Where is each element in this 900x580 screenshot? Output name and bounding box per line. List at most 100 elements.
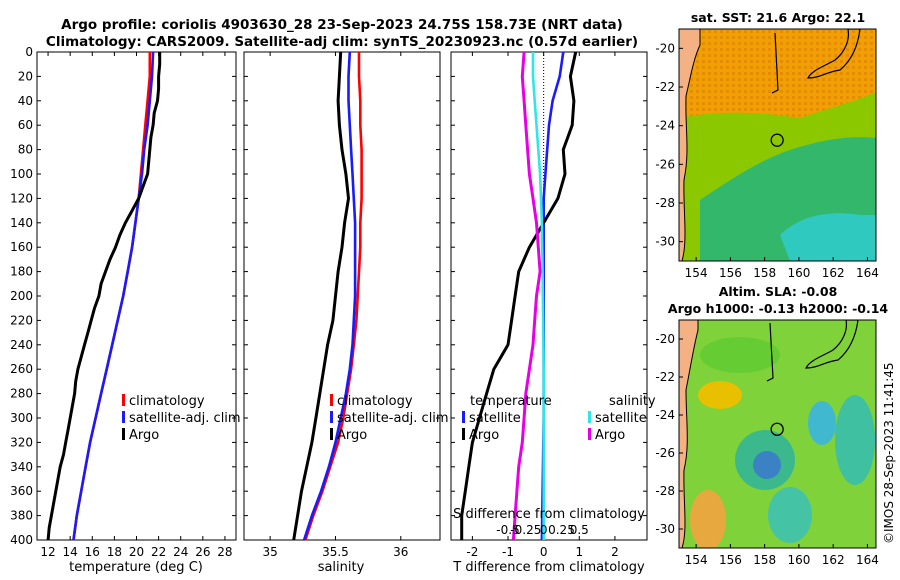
temperature-y-ticks: 0 20 40 60 80 100 120 140 160 180 200 220 240 260 280 3…: [10, 45, 236, 547]
legend-label-argo: Argo: [129, 428, 159, 443]
y-tick-label: 0: [25, 45, 33, 59]
legend-title-salinity: salinity: [609, 394, 656, 409]
salinity-axes-frame: [243, 51, 441, 541]
map-x-tick-label: 158: [753, 553, 776, 567]
legend-swatch-argo: [330, 428, 333, 440]
y-tick-label: 100: [10, 167, 33, 181]
y-tick-label: 200: [10, 289, 33, 303]
map-y-tick-label: -24: [655, 119, 675, 133]
legend-swatch-sal-argo: [588, 428, 591, 440]
y-tick-label: 140: [10, 216, 33, 230]
series-line-satellite-adj.-clim: [72, 51, 155, 541]
x-tick-label: 26: [195, 545, 210, 559]
series-line-satellite-adj.-clim: [302, 51, 357, 541]
y-tick-label: 20: [18, 69, 33, 83]
map-x-tick-label: 154: [685, 266, 708, 280]
map-x-tick-label: 164: [856, 266, 879, 280]
sla-map-title-line2: Argo h1000: -0.13 h2000: -0.14: [668, 301, 889, 316]
x-tick-label: 35: [262, 545, 277, 559]
legend-label-satellite: satellite-adj. clim: [337, 411, 449, 426]
legend-swatch-sal-satellite: [588, 411, 591, 423]
y-tick-label: 40: [18, 94, 33, 108]
legend-title-temperature: temperature: [470, 394, 552, 409]
x-tick-label: 36: [393, 545, 408, 559]
top-x-tick-label: -0.5: [496, 523, 519, 537]
sla-field-high-south: [690, 490, 726, 548]
salinity-panel: 35 35.5 36 salinity climatology satellite-…: [243, 51, 449, 575]
map-x-tick-label: 156: [719, 266, 742, 280]
map-y-tick-label: -22: [655, 80, 675, 94]
x-tick-label: 2: [611, 545, 619, 559]
series-line-climatology: [304, 52, 363, 541]
salinity-y-ticks: [244, 51, 440, 541]
map-y-tick-label: -24: [655, 408, 675, 422]
difference-legend: temperature satellite Argo salinity sate…: [462, 394, 656, 443]
sla-map-field: [679, 320, 876, 548]
y-tick-label: 360: [10, 484, 33, 498]
y-tick-label: 60: [18, 118, 33, 132]
map-y-tick-label: -20: [655, 332, 675, 346]
sla-field-low-center: [808, 401, 836, 445]
difference-y-ticks: [451, 51, 647, 541]
temperature-series: [46, 51, 162, 541]
sla-field-low-south: [768, 487, 812, 543]
map-y-tick-label: -28: [655, 484, 675, 498]
legend-label-climatology: climatology: [337, 394, 413, 409]
map-y-tick-label: -30: [655, 522, 675, 536]
difference-panel: -2 -1 0 1 2 T difference from climatology S …: [450, 51, 656, 575]
sla-field-lowest-core: [753, 451, 781, 479]
legend-swatch-temp-argo: [462, 428, 465, 440]
legend-swatch-climatology: [122, 394, 125, 406]
legend-label-temp-satellite: satellite: [469, 411, 521, 426]
y-tick-label: 240: [10, 338, 33, 352]
x-tick-label: 14: [63, 545, 78, 559]
top-x-tick-label: 0.5: [570, 523, 589, 537]
temperature-x-label: temperature (deg C): [69, 560, 203, 575]
sst-map-panel: sat. SST: 21.6 Argo: 22.1 154 156 158 160 16…: [655, 10, 878, 280]
legend-label-temp-argo: Argo: [469, 428, 499, 443]
sst-coast-reef: [771, 32, 779, 94]
sst-map-title: sat. SST: 21.6 Argo: 22.1: [691, 10, 865, 25]
y-tick-label: 380: [10, 509, 33, 523]
sla-field-blob: [700, 337, 780, 373]
salinity-x-ticks: 35 35.5 36: [262, 52, 408, 559]
legend-swatch-satellite: [330, 411, 333, 423]
y-tick-label: 120: [10, 191, 33, 205]
y-tick-label: 340: [10, 460, 33, 474]
y-tick-label: 260: [10, 362, 33, 376]
map-y-tick-label: -30: [655, 235, 675, 249]
sla-field-low-east: [835, 395, 875, 485]
top-x-tick-label: 0.25: [548, 523, 575, 537]
temperature-axes-frame: [36, 51, 237, 541]
map-y-tick-label: -22: [655, 370, 675, 384]
series-line-argo: [292, 51, 350, 541]
sla-coast-reef: [766, 322, 774, 382]
x-tick-label: 28: [217, 545, 232, 559]
legend-label-argo: Argo: [337, 428, 367, 443]
x-tick-label: -1: [502, 545, 514, 559]
map-x-tick-label: 158: [753, 266, 776, 280]
top-x-tick-label: 0: [540, 523, 548, 537]
map-x-tick-label: 162: [822, 553, 845, 567]
map-x-tick-label: 162: [822, 266, 845, 280]
series-line-salinity-argo: [511, 51, 542, 541]
map-y-tick-label: -28: [655, 196, 675, 210]
x-tick-label: 12: [40, 545, 55, 559]
legend-label-sal-satellite: satellite: [595, 411, 647, 426]
map-x-tick-label: 154: [685, 553, 708, 567]
header-title-line1: Argo profile: coriolis 4903630_28 23-Sep…: [61, 17, 623, 33]
y-tick-label: 220: [10, 313, 33, 327]
sla-argo-position-marker: [770, 422, 784, 436]
legend-label-satellite: satellite-adj. clim: [129, 411, 241, 426]
sst-field-coldest-region: [780, 213, 876, 261]
y-tick-label: 320: [10, 435, 33, 449]
map-x-tick-label: 156: [719, 553, 742, 567]
salinity-series: [292, 51, 363, 541]
salinity-x-label: salinity: [318, 560, 365, 575]
x-tick-label: 16: [85, 545, 100, 559]
temperature-panel: 0 20 40 60 80 100 120 140 160 180 200 220 240 260 280 3…: [10, 45, 241, 575]
legend-swatch-climatology: [330, 394, 333, 406]
sst-land-australia: [679, 29, 701, 261]
x-tick-label: 20: [129, 545, 144, 559]
